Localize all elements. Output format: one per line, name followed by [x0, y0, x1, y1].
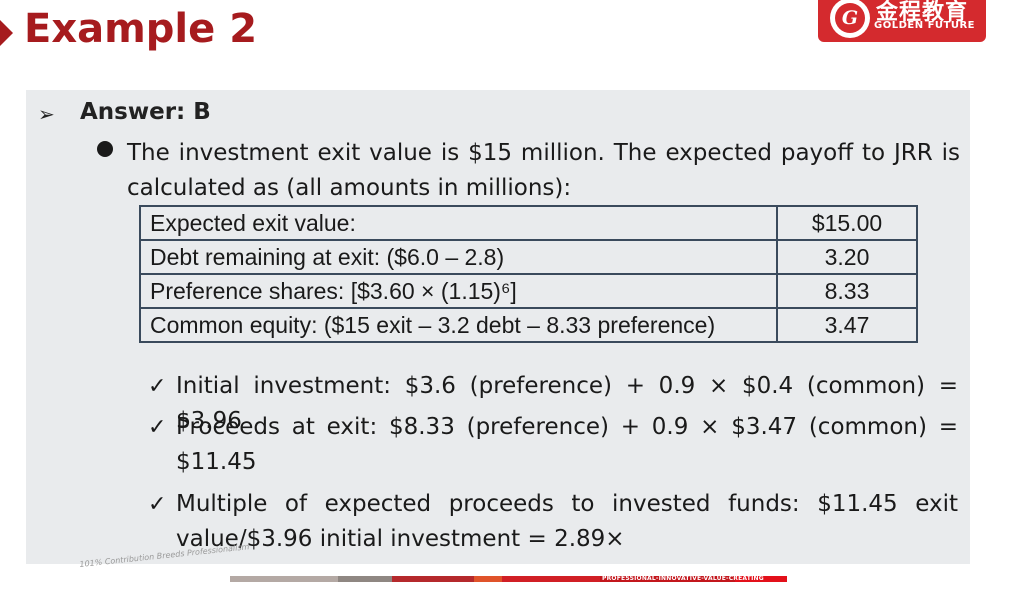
- logo-emblem-icon: G: [830, 0, 870, 38]
- table-row: Debt remaining at exit: ($6.0 – 2.8) 3.2…: [139, 239, 918, 275]
- explanation-text: The investment exit value is $15 million…: [127, 140, 960, 201]
- footer-line-segment: [735, 576, 787, 582]
- footer-line-segment: [338, 576, 392, 582]
- check-item-proceeds-at-exit: Proceeds at exit: $8.33 (preference) + 0…: [176, 414, 958, 475]
- footer-line-segment: [502, 576, 600, 582]
- table-cell-value: 3.20: [776, 239, 918, 275]
- table-cell-label: Common equity: ($15 exit – 3.2 debt – 8.…: [139, 307, 778, 343]
- table-cell-value: 8.33: [776, 273, 918, 309]
- check-item-initial-investment: Initial investment: $3.6 (preference) + …: [176, 373, 958, 434]
- footer-line-segment: [392, 576, 474, 582]
- footer-slogan: PROFESSIONAL-INNOVATIVE-VALUE-CREATING: [602, 575, 764, 582]
- payoff-table: Expected exit value: $15.00 Debt remaini…: [139, 205, 918, 343]
- brand-logo: G 金程教育 GOLDEN FUTURE: [818, 0, 986, 42]
- check-item-multiple: Multiple of expected proceeds to investe…: [176, 491, 958, 552]
- bullet-dot-icon: [97, 141, 113, 157]
- table-cell-label: Debt remaining at exit: ($6.0 – 2.8): [139, 239, 778, 275]
- footer-line-segment: [474, 576, 502, 582]
- table-cell-label: Preference shares: [$3.60 × (1.15)⁶]: [139, 273, 778, 309]
- table-row: Common equity: ($15 exit – 3.2 debt – 8.…: [139, 307, 918, 343]
- table-row: Preference shares: [$3.60 × (1.15)⁶] 8.3…: [139, 273, 918, 309]
- slide-title: Example 2: [24, 6, 258, 52]
- logo-english-text: GOLDEN FUTURE: [874, 20, 975, 31]
- footer-line-segment: [230, 576, 338, 582]
- table-cell-value: 3.47: [776, 307, 918, 343]
- answer-label: Answer: B: [80, 99, 211, 125]
- table-row: Expected exit value: $15.00: [139, 205, 918, 241]
- check-icon: ✓: [148, 374, 167, 399]
- logo-emblem-letter: G: [835, 3, 865, 33]
- logo-chinese-text: 金程教育: [876, 0, 969, 25]
- title-arrow-icon: [0, 20, 13, 46]
- arrow-bullet-icon: ➢: [38, 102, 55, 126]
- table-cell-label: Expected exit value:: [139, 205, 778, 241]
- footer-line-segment: [600, 576, 735, 582]
- table-cell-value: $15.00: [776, 205, 918, 241]
- check-icon: ✓: [148, 415, 167, 440]
- check-icon: ✓: [148, 492, 167, 517]
